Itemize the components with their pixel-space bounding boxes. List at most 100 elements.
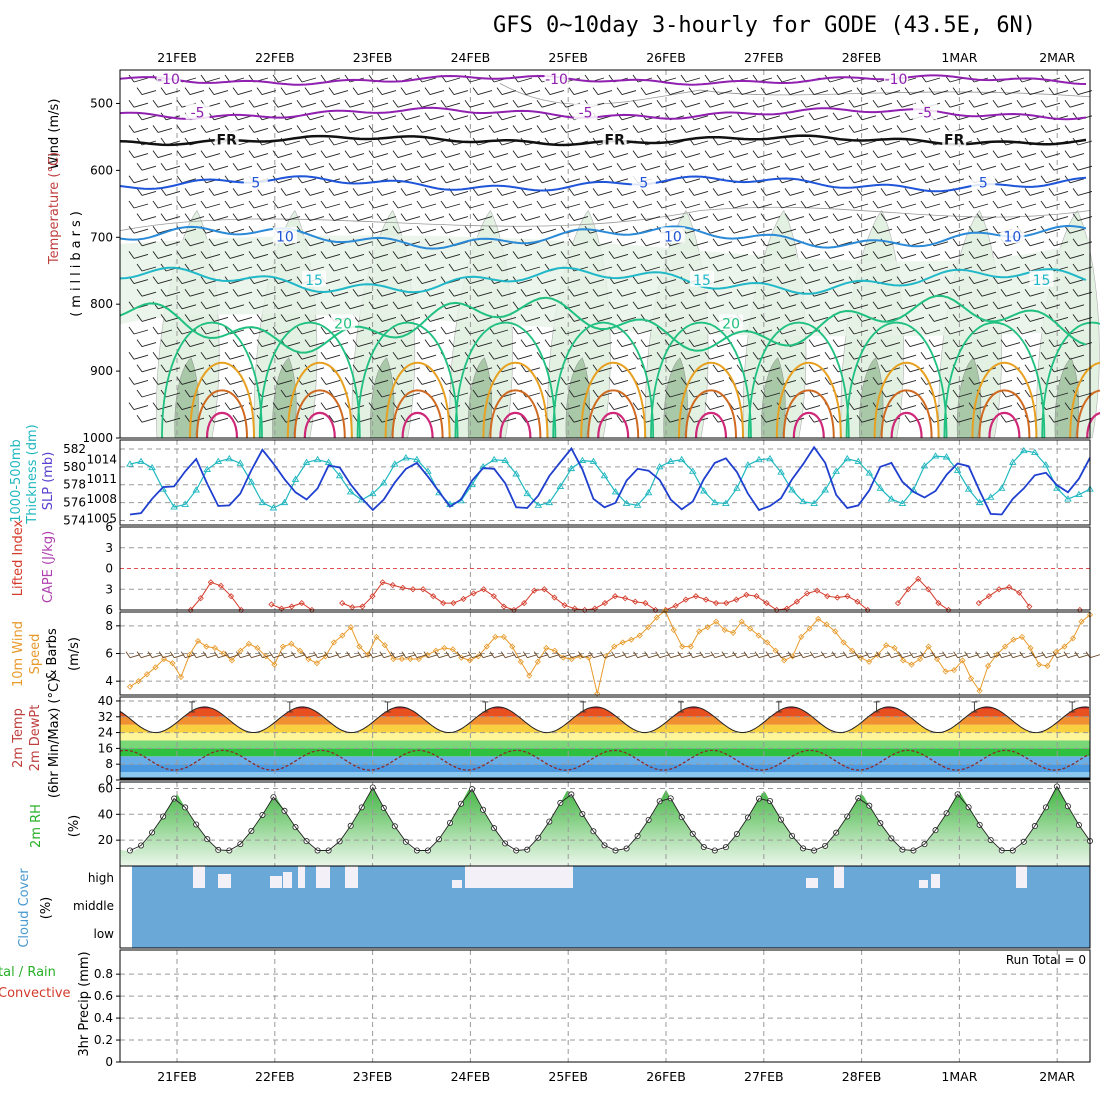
li-point — [713, 600, 720, 607]
wind-barb — [416, 125, 437, 133]
wind-barb — [560, 276, 581, 285]
wind-barb — [592, 87, 613, 96]
isotherm-label: 20 — [722, 316, 740, 332]
isotherm-20 — [943, 321, 1046, 439]
wind-barb — [424, 263, 445, 272]
wind-barb — [920, 150, 941, 159]
wind-barb — [176, 251, 197, 259]
li-point — [601, 600, 609, 607]
isotherm-label-bg — [214, 130, 239, 147]
wind-barb — [232, 162, 253, 171]
wind-barb — [248, 351, 269, 360]
wind-barb-10m — [456, 651, 472, 659]
wind-barb — [176, 200, 197, 209]
wind-barb — [776, 251, 797, 259]
wind-barb — [1072, 87, 1093, 96]
wind-barb — [544, 213, 565, 222]
wind-barb — [448, 288, 469, 297]
wind-barb — [208, 314, 229, 322]
wind-barb — [952, 414, 973, 423]
wind-barb — [824, 175, 845, 184]
wind-barb — [784, 213, 805, 222]
wind-barb — [232, 389, 253, 398]
wind-speed-point — [849, 647, 856, 654]
wind-barb — [1048, 87, 1069, 96]
date-label-top: 2MAR — [1039, 50, 1075, 65]
wind-barb — [272, 251, 293, 259]
wind-barb — [728, 276, 749, 285]
wind-barb — [200, 125, 221, 133]
wind-barb — [896, 326, 917, 335]
wind-barb — [200, 301, 221, 310]
wind-barb — [776, 276, 797, 285]
wind-barb — [760, 238, 781, 247]
wind-barb-10m — [357, 651, 372, 659]
wind-barb — [536, 125, 557, 133]
wind-barb — [328, 112, 349, 121]
wind-barb — [992, 301, 1013, 310]
wind-barb — [352, 364, 373, 373]
date-label-top: 1MAR — [941, 50, 977, 65]
wind-barb — [424, 238, 445, 247]
wind-barb — [728, 200, 749, 209]
wind-barb — [128, 99, 149, 108]
tick-label: 0.6 — [94, 989, 113, 1003]
wind-barb — [784, 263, 805, 272]
cloud-gap — [316, 866, 330, 888]
wind-speed-point — [704, 624, 711, 631]
wind-barb — [152, 377, 173, 385]
li-tick-label: 6 — [105, 520, 113, 534]
wind-barb — [176, 301, 197, 310]
wind-barb — [1040, 125, 1061, 133]
wind-barb — [592, 162, 613, 171]
wind-barb — [352, 87, 373, 96]
wind-barb — [184, 389, 205, 398]
thickness-point — [258, 498, 267, 506]
wind-barb — [808, 238, 829, 247]
wind-barb — [848, 301, 869, 310]
wind-barb — [1024, 364, 1045, 373]
wind-barb — [608, 251, 629, 259]
wind-barb — [584, 377, 605, 385]
wind-barb — [920, 175, 941, 184]
wind-barb — [416, 351, 437, 360]
isotherm-35 — [1086, 412, 1100, 439]
wind-barb — [568, 288, 589, 297]
wind-barb — [712, 87, 733, 96]
wind-barb — [424, 213, 445, 222]
wind-barb — [1048, 389, 1069, 398]
minmax-bar — [482, 701, 489, 713]
wind-barb — [232, 339, 253, 348]
wind-barb — [632, 200, 653, 209]
temp-line — [119, 706, 1090, 734]
wind-barb — [640, 339, 661, 348]
thickness-point — [644, 488, 653, 496]
wind-barb — [560, 200, 581, 209]
wind-barb-10m — [975, 651, 990, 659]
wind-barb — [680, 125, 701, 133]
wind-barb — [712, 288, 733, 297]
wind-barb — [488, 175, 509, 184]
wind-barb — [752, 301, 773, 310]
wind-barb — [544, 288, 565, 297]
temp-band — [120, 764, 1090, 773]
isotherm-label: 10 — [276, 229, 294, 245]
wind-barb — [296, 351, 317, 360]
wind-barb — [664, 389, 685, 398]
temp-2m-frame — [119, 696, 1091, 781]
wind-barb — [880, 188, 901, 196]
wind-barb — [152, 326, 173, 335]
cloud-gap — [465, 866, 573, 888]
wind-barb — [664, 364, 685, 373]
wind-barb-10m — [798, 651, 814, 659]
cloud-frame — [119, 865, 1091, 949]
isotherm-label-bg — [544, 70, 569, 87]
wind-barb — [376, 364, 397, 373]
wind-barb — [152, 276, 173, 285]
isotherm-20 — [650, 321, 752, 439]
wind-barb-10m — [533, 651, 549, 659]
wind-barb — [160, 238, 181, 247]
wind-barb — [200, 251, 221, 259]
wind-barb — [704, 74, 725, 83]
wind-barb — [416, 402, 437, 411]
